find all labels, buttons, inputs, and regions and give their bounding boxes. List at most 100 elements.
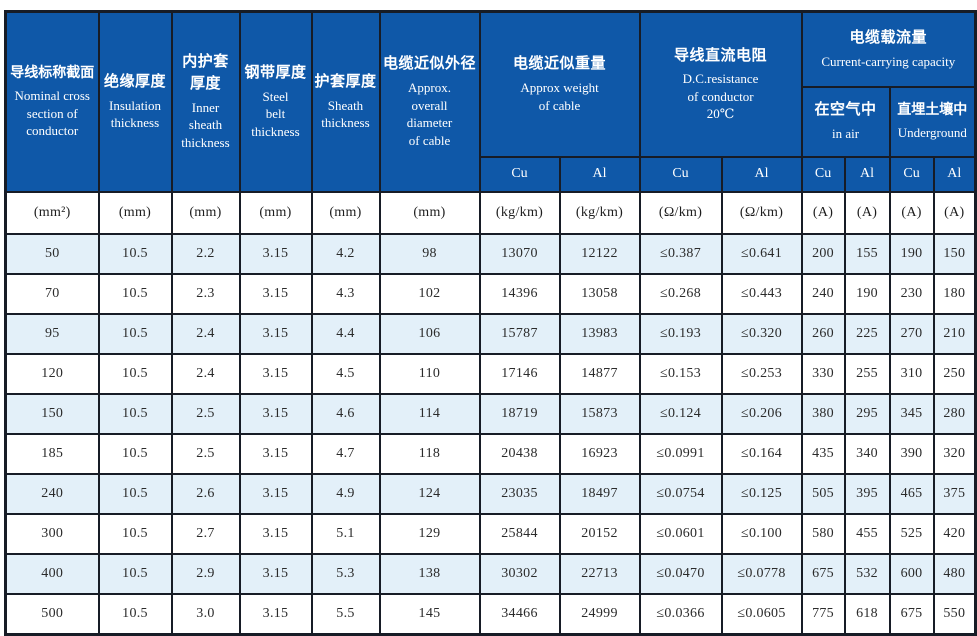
cell: 50 [4, 232, 100, 275]
col-header-diameter-zh: 电缆近似外径 [382, 56, 476, 73]
cell: ≤0.268 [638, 272, 723, 315]
header-row-environment: 在空气中 in air 直埋土壤中 Underground [6, 85, 977, 158]
page: 导线标称截面 Nominal cross section of conducto… [4, 10, 977, 636]
cell: 4.2 [310, 232, 381, 275]
unit-cell-12: (A) [888, 190, 935, 235]
group-header-dc-resistance: 导线直流电阻 D.C.resistance of conductor 20℃ [638, 10, 803, 158]
cell: 13983 [558, 312, 641, 355]
cell: 465 [888, 472, 935, 515]
cell: 15873 [558, 392, 641, 435]
cell: 225 [843, 312, 891, 355]
cell: 185 [4, 432, 100, 475]
cell: ≤0.641 [720, 232, 803, 275]
group-header-weight-zh: 电缆近似重量 [513, 56, 607, 73]
cell: 2.9 [170, 552, 241, 595]
cell: 600 [888, 552, 935, 595]
material-header-air-al: Al [843, 155, 891, 193]
cell: 375 [932, 472, 977, 515]
cell: 505 [800, 472, 846, 515]
material-header-underground-cu: Cu [888, 155, 935, 193]
cell: 4.9 [310, 472, 381, 515]
col-header-insulation-en: Insulation thickness [109, 97, 161, 131]
header-row-material: Cu Al Cu Al Cu Al Cu Al [6, 155, 977, 193]
cell: 2.5 [170, 392, 241, 435]
col-header-steel-belt-thickness: 钢带厚度 Steel belt thickness [238, 10, 313, 193]
cell: 22713 [558, 552, 641, 595]
cell: 240 [800, 272, 846, 315]
cell: 34466 [478, 592, 561, 635]
unit-cell-3: (mm) [238, 190, 313, 235]
material-header-weight-cu: Cu [478, 155, 561, 193]
cell: 190 [843, 272, 891, 315]
cell: 24999 [558, 592, 641, 635]
cell: ≤0.387 [638, 232, 723, 275]
table-row-150: 150 10.5 2.5 3.15 4.6 114 18719 15873 ≤0.124 ≤0.2… [4, 392, 977, 435]
material-header-air-cu: Cu [800, 155, 846, 193]
unit-cell-5: (mm) [378, 190, 481, 235]
cell: 340 [843, 432, 891, 475]
subheader-underground: 直埋土壤中 Underground [888, 85, 977, 158]
cell: 106 [378, 312, 481, 355]
cell: 2.6 [170, 472, 241, 515]
cell: ≤0.0991 [638, 432, 723, 475]
cell: 300 [4, 512, 100, 555]
unit-cell-8: (Ω/km) [638, 190, 723, 235]
unit-cell-11: (A) [843, 190, 891, 235]
cell: ≤0.0754 [638, 472, 723, 515]
cell: 330 [800, 352, 846, 395]
cell: 4.4 [310, 312, 381, 355]
cell: 200 [800, 232, 846, 275]
col-header-sheath-zh: 护套厚度 [314, 73, 377, 90]
cell: 138 [378, 552, 481, 595]
cell: 380 [800, 392, 846, 435]
unit-cell-0: (mm²) [4, 190, 100, 235]
cell: 3.15 [238, 592, 313, 635]
cable-spec-table: 导线标称截面 Nominal cross section of conducto… [4, 10, 977, 636]
cell: 17146 [478, 352, 561, 395]
cell: 320 [932, 432, 977, 475]
material-header-underground-al: Al [932, 155, 977, 193]
cell: 10.5 [97, 392, 173, 435]
cell: 10.5 [97, 472, 173, 515]
col-header-inner-sheath-thickness: 内护套 厚度 Inner sheath thickness [170, 10, 241, 193]
cell: 98 [378, 232, 481, 275]
cell: 190 [888, 232, 935, 275]
col-header-sheath-en: Sheath thickness [321, 97, 370, 131]
cell: ≤0.193 [638, 312, 723, 355]
cell: 4.6 [310, 392, 381, 435]
cell: 3.15 [238, 512, 313, 555]
cell: ≤0.0470 [638, 552, 723, 595]
cell: ≤0.443 [720, 272, 803, 315]
cell: 310 [888, 352, 935, 395]
cell: 4.3 [310, 272, 381, 315]
subheader-underground-zh: 直埋土壤中 [897, 103, 968, 119]
cell: 10.5 [97, 552, 173, 595]
cell: 532 [843, 552, 891, 595]
header-row-groups: 导线标称截面 Nominal cross section of conducto… [4, 10, 977, 193]
cell: 18719 [478, 392, 561, 435]
cell: ≤0.0601 [638, 512, 723, 555]
cell: 2.4 [170, 312, 241, 355]
table-row-240: 240 10.5 2.6 3.15 4.9 124 23035 18497 ≤0.0754 ≤0.… [4, 472, 977, 515]
cell: 3.15 [238, 352, 313, 395]
cell: 118 [378, 432, 481, 475]
cell: 14877 [558, 352, 641, 395]
cell: 110 [378, 352, 481, 395]
cell: 5.3 [310, 552, 381, 595]
subheader-in-air: 在空气中 in air [800, 85, 891, 158]
unit-cell-2: (mm) [170, 190, 241, 235]
cell: 3.0 [170, 592, 241, 635]
col-header-sheath-thickness: 护套厚度 Sheath thickness [310, 10, 381, 193]
cell: 2.4 [170, 352, 241, 395]
cell: 10.5 [97, 232, 173, 275]
cell: 3.15 [238, 312, 313, 355]
cell: 4.7 [310, 432, 381, 475]
cell: 13070 [478, 232, 561, 275]
unit-cell-7: (kg/km) [558, 190, 641, 235]
cell: 3.15 [238, 232, 313, 275]
col-header-nominal-zh: 导线标称截面 [10, 65, 95, 81]
table-row-50: 50 10.5 2.2 3.15 4.2 98 13070 12122 ≤0.387 ≤0.641… [4, 232, 977, 275]
cell: 114 [378, 392, 481, 435]
material-header-weight-al: Al [558, 155, 641, 193]
unit-cell-13: (A) [932, 190, 977, 235]
